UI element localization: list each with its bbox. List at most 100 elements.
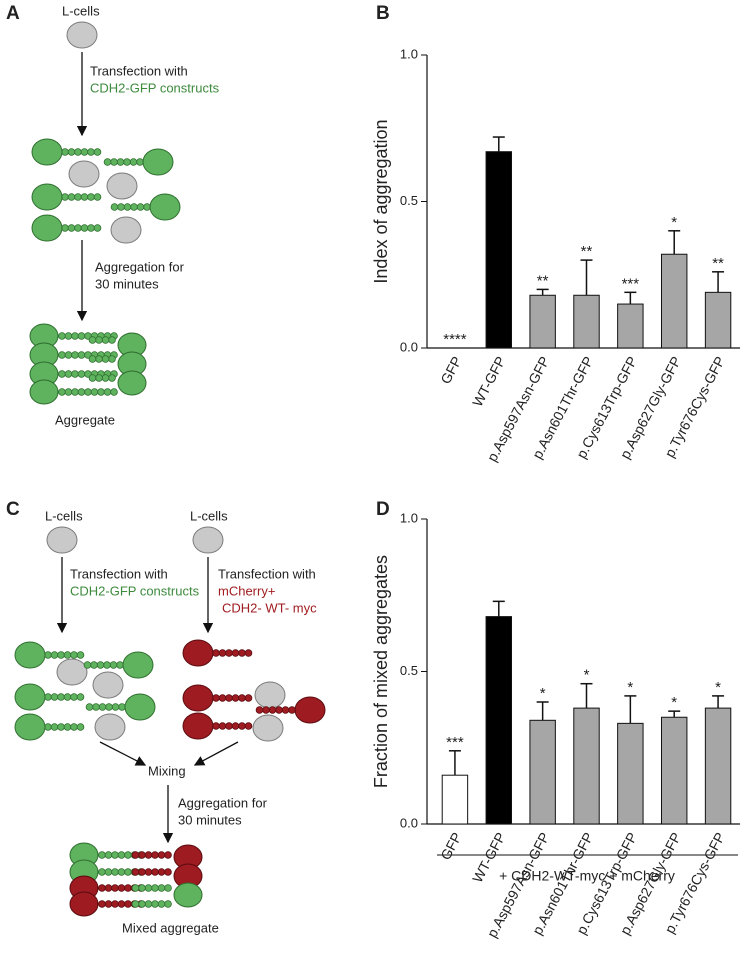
cadherin [164,851,172,859]
y-tick-label: 0.5 [400,663,418,678]
cadherin [58,332,66,340]
cadherin [88,374,97,382]
cadherin [138,868,146,876]
cadherin [76,723,85,731]
cadherin [76,693,85,701]
cadherin [88,336,97,344]
cadherin [212,649,220,657]
label: L-cells [190,508,228,523]
bar [573,707,600,825]
cadherin [84,388,92,396]
cadherin [244,649,253,657]
cadherin [212,722,220,730]
cadherin [136,158,144,166]
cadherin [98,703,107,711]
cadherin [98,900,106,908]
cadherin [225,649,233,657]
cadherin [83,661,92,669]
y-tick-label: 0.5 [400,193,418,208]
cadherin [61,224,69,232]
cadherin [103,388,112,396]
cadherin [244,722,253,730]
cadherin [151,851,159,859]
cadherin [225,694,233,702]
cadherin [231,694,240,702]
cadherin [104,900,113,908]
cadherin [93,224,102,232]
cell [254,681,286,709]
bar [704,291,732,349]
label: Transfection with [218,566,316,581]
cadherin [110,158,118,166]
x-tick-label: GFP [437,354,465,387]
cadherin [77,351,86,359]
cadherin [63,693,72,701]
cadherin [95,374,103,382]
cell [68,160,100,188]
cadherin [117,203,125,211]
significance: * [627,679,633,696]
cadherin [288,706,296,714]
label: Transfection with [70,566,168,581]
label: L-cells [62,3,100,18]
cell [294,696,326,724]
cell [31,214,63,242]
panel-label: C [6,499,20,520]
cadherin [103,158,112,166]
cell [252,714,284,742]
cadherin [111,703,120,711]
cadherin [44,723,52,731]
cadherin [97,388,105,396]
label: Mixing [148,763,186,778]
label: CDH2-GFP constructs [70,583,200,598]
label: mCherry+ [218,583,275,598]
cell [122,651,154,679]
cell [14,683,46,711]
label: Mixed aggregate [122,920,219,935]
cadherin [70,723,78,731]
label: CDH2-GFP constructs [90,80,220,95]
significance: * [584,667,590,684]
bar [573,294,600,349]
cadherin [117,884,126,892]
y-axis-label: Index of aggregation [371,119,391,283]
cadherin [124,884,132,892]
cadherin [98,851,106,859]
cadherin [131,884,140,892]
label: 30 minutes [95,276,159,291]
cadherin [103,661,111,669]
cadherin [58,351,66,359]
cadherin [218,694,227,702]
panel-label: A [6,3,20,24]
cadherin [87,193,95,201]
cadherin [164,884,172,892]
cadherin [64,351,73,359]
cadherin [71,388,79,396]
label: Aggregate [55,412,115,427]
cadherin [238,722,246,730]
cadherin [93,148,102,156]
cell [56,658,88,686]
cadherin [58,370,66,378]
cadherin [124,868,132,876]
cadherin [61,193,69,201]
cell [29,379,59,405]
cadherin [80,224,89,232]
label: Aggregation for [178,795,268,810]
cadherin [157,868,166,876]
bar [704,707,732,825]
cadherin [110,388,118,396]
cell [69,891,99,917]
cadherin [104,884,113,892]
cadherin [124,900,132,908]
bar [660,253,688,349]
significance: *** [446,734,464,751]
cadherin [44,651,52,659]
cadherin [74,193,82,201]
cadherin [218,649,227,657]
cadherin [157,900,166,908]
cell [46,526,78,554]
bar [660,716,688,825]
significance: ** [581,243,593,260]
significance: *** [622,275,640,292]
